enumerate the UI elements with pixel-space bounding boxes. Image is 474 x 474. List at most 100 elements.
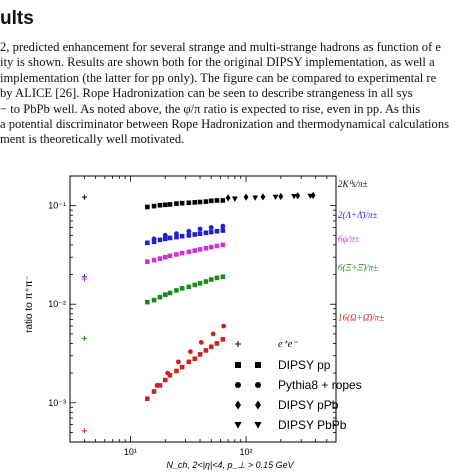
y-axis-label: ratio to π⁺π⁻ (24, 275, 35, 333)
dipsy-pp-point (157, 256, 163, 261)
legend-marker (235, 362, 241, 368)
dipsy-pp-point (162, 292, 168, 297)
pythia-rope-point (162, 232, 168, 238)
y-tick-label: 10⁻² (48, 299, 66, 309)
dipsy-pp-point (192, 232, 198, 237)
dipsy-pp-point (157, 237, 163, 243)
pythia-rope-point (165, 370, 171, 376)
dipsy-ppb-point (278, 192, 284, 201)
dipsy-pp-point (162, 236, 168, 242)
legend-label: DIPSY pp (278, 358, 331, 372)
dipsy-pp-point (151, 239, 157, 245)
dipsy-pp-point (174, 234, 179, 240)
dipsy-pp-point (197, 231, 203, 236)
strangeness-ratio-chart: 10¹ 10² 10⁻³ 10⁻² 10⁻¹ 2K⁰s/π± 2(Λ+Λ̄)/π± 6φ/π±… (24, 175, 384, 470)
results-paragraph: 2, predicted enhancement for several str… (0, 40, 474, 148)
dipsy-pp-point (220, 228, 226, 233)
dipsy-pp-point (208, 244, 214, 250)
dipsy-pbpb-point (291, 194, 297, 200)
pythia-rope-point (176, 359, 181, 365)
legend-marker (235, 400, 241, 410)
dipsy-pp-point (192, 200, 198, 205)
paragraph-line: − to PbPb well. As noted above, the φ/π … (0, 101, 421, 116)
dipsy-pp-point (197, 352, 203, 357)
series-label: 6(Ξ+Ξ̄)/π± (338, 262, 378, 272)
y-tick-label: 10⁻³ (48, 398, 66, 408)
dipsy-pp-point (179, 200, 185, 206)
dipsy-ppb-point (260, 193, 266, 201)
pythia-rope-point (208, 225, 214, 230)
y-tick-label: 10⁻¹ (48, 201, 66, 211)
dipsy-pp-point (203, 348, 209, 353)
dipsy-pp-point (214, 275, 220, 281)
dipsy-pp-point (203, 245, 209, 251)
dipsy-pbpb-point (252, 195, 259, 201)
dipsy-pp-point (179, 364, 185, 370)
dipsy-pp-point (208, 198, 214, 204)
dipsy-pp-point (186, 249, 192, 255)
dipsy-pp-point (151, 257, 157, 263)
dipsy-pp-point (214, 243, 220, 249)
legend-marker (255, 362, 261, 368)
dipsy-pp-point (167, 290, 173, 296)
dipsy-pp-point (186, 233, 192, 238)
dipsy-pp-point (179, 250, 185, 256)
x-tick-label: 10¹ (124, 447, 137, 457)
paragraph-line: ity is shown. Results are shown both for… (0, 55, 435, 70)
legend-marker (235, 382, 241, 388)
dipsy-pp-point (220, 242, 226, 248)
paragraph-line: implementation (the latter for pp only).… (0, 70, 437, 85)
paragraph-line: a potential discriminator between Rope H… (0, 117, 450, 132)
paragraph-line: 2, predicted enhancement for several str… (0, 40, 441, 54)
series-label: 6φ/π± (338, 234, 359, 244)
series-label: 16(Ω+Ω̄)/π± (338, 313, 384, 323)
dipsy-pbpb-point (231, 196, 238, 202)
dipsy-ppb-point (243, 193, 249, 201)
dipsy-pp-point (174, 288, 179, 293)
ee-reference-point (81, 428, 88, 434)
dipsy-pp-point (220, 337, 226, 342)
dipsy-pp-point (167, 202, 173, 207)
legend-ee-marker (235, 341, 241, 347)
pythia-rope-point (220, 223, 226, 229)
series-label: 2K⁰s/π± (338, 179, 368, 189)
legend-label: DIPSY pPb (278, 398, 339, 412)
dipsy-pp-point (145, 204, 150, 210)
dipsy-pp-point (192, 282, 198, 288)
dipsy-pp-point (197, 281, 203, 286)
dipsy-pp-point (186, 359, 192, 365)
dipsy-ppb-point (295, 192, 301, 200)
dipsy-pp-point (179, 233, 185, 239)
paragraph-line: by ALICE [26]. Rope Hadronization can be… (0, 86, 413, 101)
ee-reference-point (81, 276, 88, 282)
dipsy-pp-point (220, 198, 226, 203)
dipsy-pp-point (214, 228, 220, 234)
dipsy-ppb-point (310, 191, 316, 200)
dipsy-pp-point (186, 284, 192, 290)
dipsy-pp-point (179, 286, 185, 291)
pythia-rope-point (221, 323, 227, 329)
legend-label: Pythia8 + ropes (278, 378, 362, 392)
dipsy-pp-point (192, 248, 198, 253)
dipsy-pp-point (151, 389, 157, 394)
dipsy-pp-point (174, 201, 179, 206)
dipsy-pp-point (203, 279, 209, 284)
dipsy-pp-point (203, 230, 209, 236)
series-label: 2(Λ+Λ̄)/π± (338, 210, 377, 220)
dipsy-pp-point (145, 240, 150, 246)
dipsy-pp-point (162, 254, 168, 260)
x-tick-label: 10² (240, 447, 253, 457)
dipsy-pp-point (145, 396, 150, 402)
dipsy-pp-point (174, 252, 179, 257)
dipsy-pbpb-point (272, 194, 279, 201)
dipsy-pp-point (145, 299, 150, 305)
legend-marker (255, 382, 261, 388)
dipsy-pp-point (208, 344, 214, 350)
dipsy-pp-point (157, 383, 163, 388)
dipsy-pp-point (208, 229, 214, 235)
dipsy-pp-point (197, 199, 203, 205)
dipsy-pp-point (151, 203, 157, 209)
legend-marker (234, 422, 242, 429)
dipsy-ppb-point (225, 194, 231, 202)
paragraph-line: ment is theoretically well motivated. (0, 132, 185, 147)
